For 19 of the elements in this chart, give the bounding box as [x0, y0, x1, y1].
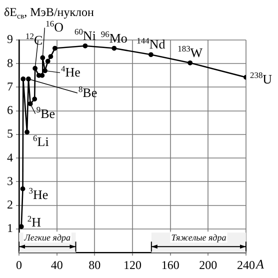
band-label: Тяжелые ядра	[171, 232, 227, 243]
x-tick-label: 160	[161, 258, 180, 272]
y-tick-label: 2	[7, 198, 13, 212]
y-tick-label: 1	[7, 221, 13, 236]
y-tick-label: 7	[7, 79, 13, 94]
y-tick-label: 8	[7, 56, 13, 70]
x-tick-label: 240	[237, 258, 255, 272]
y-tick-label: 3	[7, 174, 13, 188]
x-axis-title: A	[255, 256, 264, 272]
x-tick-label: 40	[50, 258, 63, 272]
y-tick-label: 9	[7, 32, 13, 46]
y-tick-label: 4	[7, 150, 13, 164]
x-tick-label: 80	[88, 258, 101, 272]
x-tick-label: 0	[16, 258, 22, 272]
band-label: Легкие ядра	[23, 232, 72, 243]
y-tick-label: 5	[7, 126, 13, 141]
y-tick-label: 6	[7, 103, 13, 118]
x-tick-label: 120	[124, 258, 142, 272]
x-tick-label: 200	[199, 258, 218, 272]
